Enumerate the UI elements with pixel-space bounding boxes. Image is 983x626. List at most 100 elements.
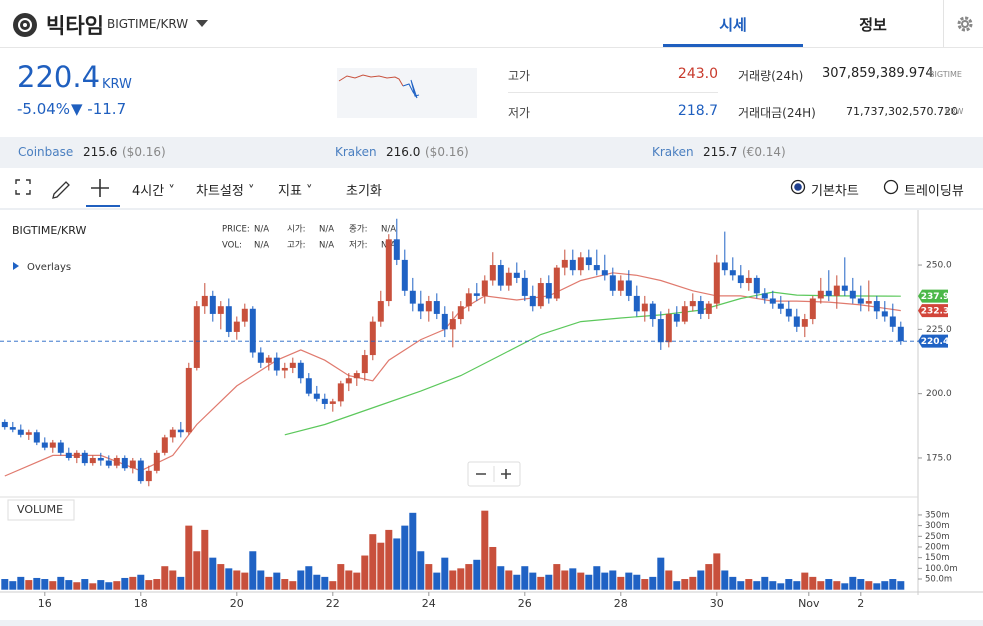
volume-bar bbox=[497, 566, 505, 590]
toolbar-item[interactable]: 초기화 bbox=[346, 184, 382, 199]
x-tick-label: 2 bbox=[857, 597, 864, 610]
toolbar-item[interactable]: 4시간 ˅ bbox=[132, 184, 175, 199]
volume-bar bbox=[129, 576, 137, 590]
volume-bar bbox=[609, 570, 617, 590]
candle-body bbox=[473, 293, 480, 296]
candle-body bbox=[361, 355, 368, 374]
volume-bar bbox=[409, 512, 417, 590]
candle-body bbox=[465, 293, 472, 307]
volume-bar bbox=[177, 576, 185, 590]
volume-bar bbox=[289, 581, 297, 590]
exchange: Coinbase bbox=[18, 145, 74, 159]
candle-body bbox=[801, 319, 808, 327]
candle-body bbox=[785, 308, 792, 317]
mode[interactable]: 기본차트 bbox=[811, 184, 859, 199]
volume-bar bbox=[81, 579, 89, 590]
settings[interactable] bbox=[956, 15, 974, 33]
toolbar-item[interactable]: 차트설정 ˅ bbox=[196, 184, 255, 199]
volume-bar bbox=[569, 568, 577, 590]
candle-body bbox=[433, 301, 440, 314]
candle-body bbox=[609, 275, 616, 291]
tab-underline bbox=[663, 44, 803, 47]
volume-bar bbox=[801, 572, 809, 590]
candle-body bbox=[481, 280, 488, 296]
candle-body bbox=[521, 277, 528, 296]
candle-body bbox=[337, 383, 344, 402]
volume-bar bbox=[121, 577, 129, 590]
tool-icons[interactable] bbox=[14, 178, 124, 208]
candle-body bbox=[897, 326, 904, 342]
candle-body bbox=[25, 432, 32, 435]
volume-bar bbox=[73, 582, 81, 590]
volume-bar bbox=[521, 566, 529, 590]
overlays-arrow[interactable] bbox=[13, 262, 19, 270]
zoom[interactable] bbox=[467, 461, 521, 487]
dropdown[interactable] bbox=[196, 20, 208, 28]
volume-bar bbox=[657, 557, 665, 590]
volume-bar bbox=[689, 576, 697, 590]
volume-bar bbox=[273, 572, 281, 590]
candle-body bbox=[289, 362, 296, 368]
tab[interactable]: 정보 bbox=[859, 16, 887, 34]
radio-on[interactable] bbox=[790, 179, 806, 195]
volume-bar bbox=[329, 581, 337, 590]
candle-body bbox=[137, 460, 144, 482]
candle-body bbox=[113, 457, 120, 466]
x-tick-label: 18 bbox=[134, 597, 148, 610]
volume-bar bbox=[441, 557, 449, 590]
stat-label: 고가 bbox=[508, 69, 531, 83]
candle-body bbox=[809, 298, 816, 320]
candle-body bbox=[697, 301, 704, 314]
price-tag-label: 232.3 bbox=[921, 307, 949, 317]
volume-bar bbox=[369, 534, 377, 590]
candle-body bbox=[65, 452, 72, 458]
volume-bar bbox=[281, 579, 289, 590]
volume-bar bbox=[97, 580, 105, 590]
volume-bar bbox=[489, 546, 497, 590]
candle-body bbox=[129, 460, 136, 469]
toolbar-item[interactable]: 지표 ˅ bbox=[278, 184, 313, 199]
candle-body bbox=[537, 283, 544, 307]
overlays[interactable]: Overlays bbox=[27, 262, 71, 273]
info-label: 시가: bbox=[287, 225, 306, 235]
chart: BIGTIME/KRW Overlays VOLUME PRICE: N/A 시가:… bbox=[0, 210, 983, 626]
volume-bar bbox=[353, 572, 361, 590]
coin-name: 빅타임 bbox=[46, 14, 104, 38]
volume-bar bbox=[809, 576, 817, 590]
y-tick-label: 225.0 bbox=[926, 325, 952, 335]
price-tag bbox=[918, 289, 948, 303]
candle-body bbox=[417, 303, 424, 312]
candle-body bbox=[9, 427, 16, 430]
candle-body bbox=[881, 311, 888, 317]
candle-body bbox=[145, 470, 152, 482]
volume-bar bbox=[25, 580, 33, 590]
moving-average bbox=[284, 291, 901, 436]
volume-bar bbox=[705, 564, 713, 590]
volume-bar bbox=[793, 581, 801, 590]
candle-body bbox=[753, 277, 760, 294]
pair: BIGTIME/KRW bbox=[107, 17, 189, 31]
label: 4시간 bbox=[132, 184, 165, 199]
candle-body bbox=[41, 442, 48, 448]
candle-body bbox=[241, 308, 248, 322]
candle-body bbox=[297, 362, 304, 379]
exchange-price: 215.6 bbox=[83, 145, 118, 159]
candle-body bbox=[769, 298, 776, 304]
candle-body bbox=[321, 398, 328, 404]
volume-bar bbox=[449, 570, 457, 590]
tab[interactable]: 시세 bbox=[719, 16, 747, 34]
radio-off[interactable] bbox=[883, 179, 899, 195]
exchange-price: 215.7 bbox=[703, 145, 738, 159]
volume-bar bbox=[145, 580, 153, 590]
candle-body bbox=[497, 265, 504, 286]
candle-body bbox=[345, 378, 352, 384]
price-tag bbox=[918, 334, 948, 348]
candle-body bbox=[713, 262, 720, 304]
volume-bar bbox=[745, 579, 753, 590]
candle-body bbox=[369, 321, 376, 356]
candle-body bbox=[665, 313, 672, 343]
candle-body bbox=[409, 290, 416, 304]
last-price: 220.4 bbox=[17, 60, 101, 94]
mode[interactable]: 트레이딩뷰 bbox=[904, 184, 964, 199]
